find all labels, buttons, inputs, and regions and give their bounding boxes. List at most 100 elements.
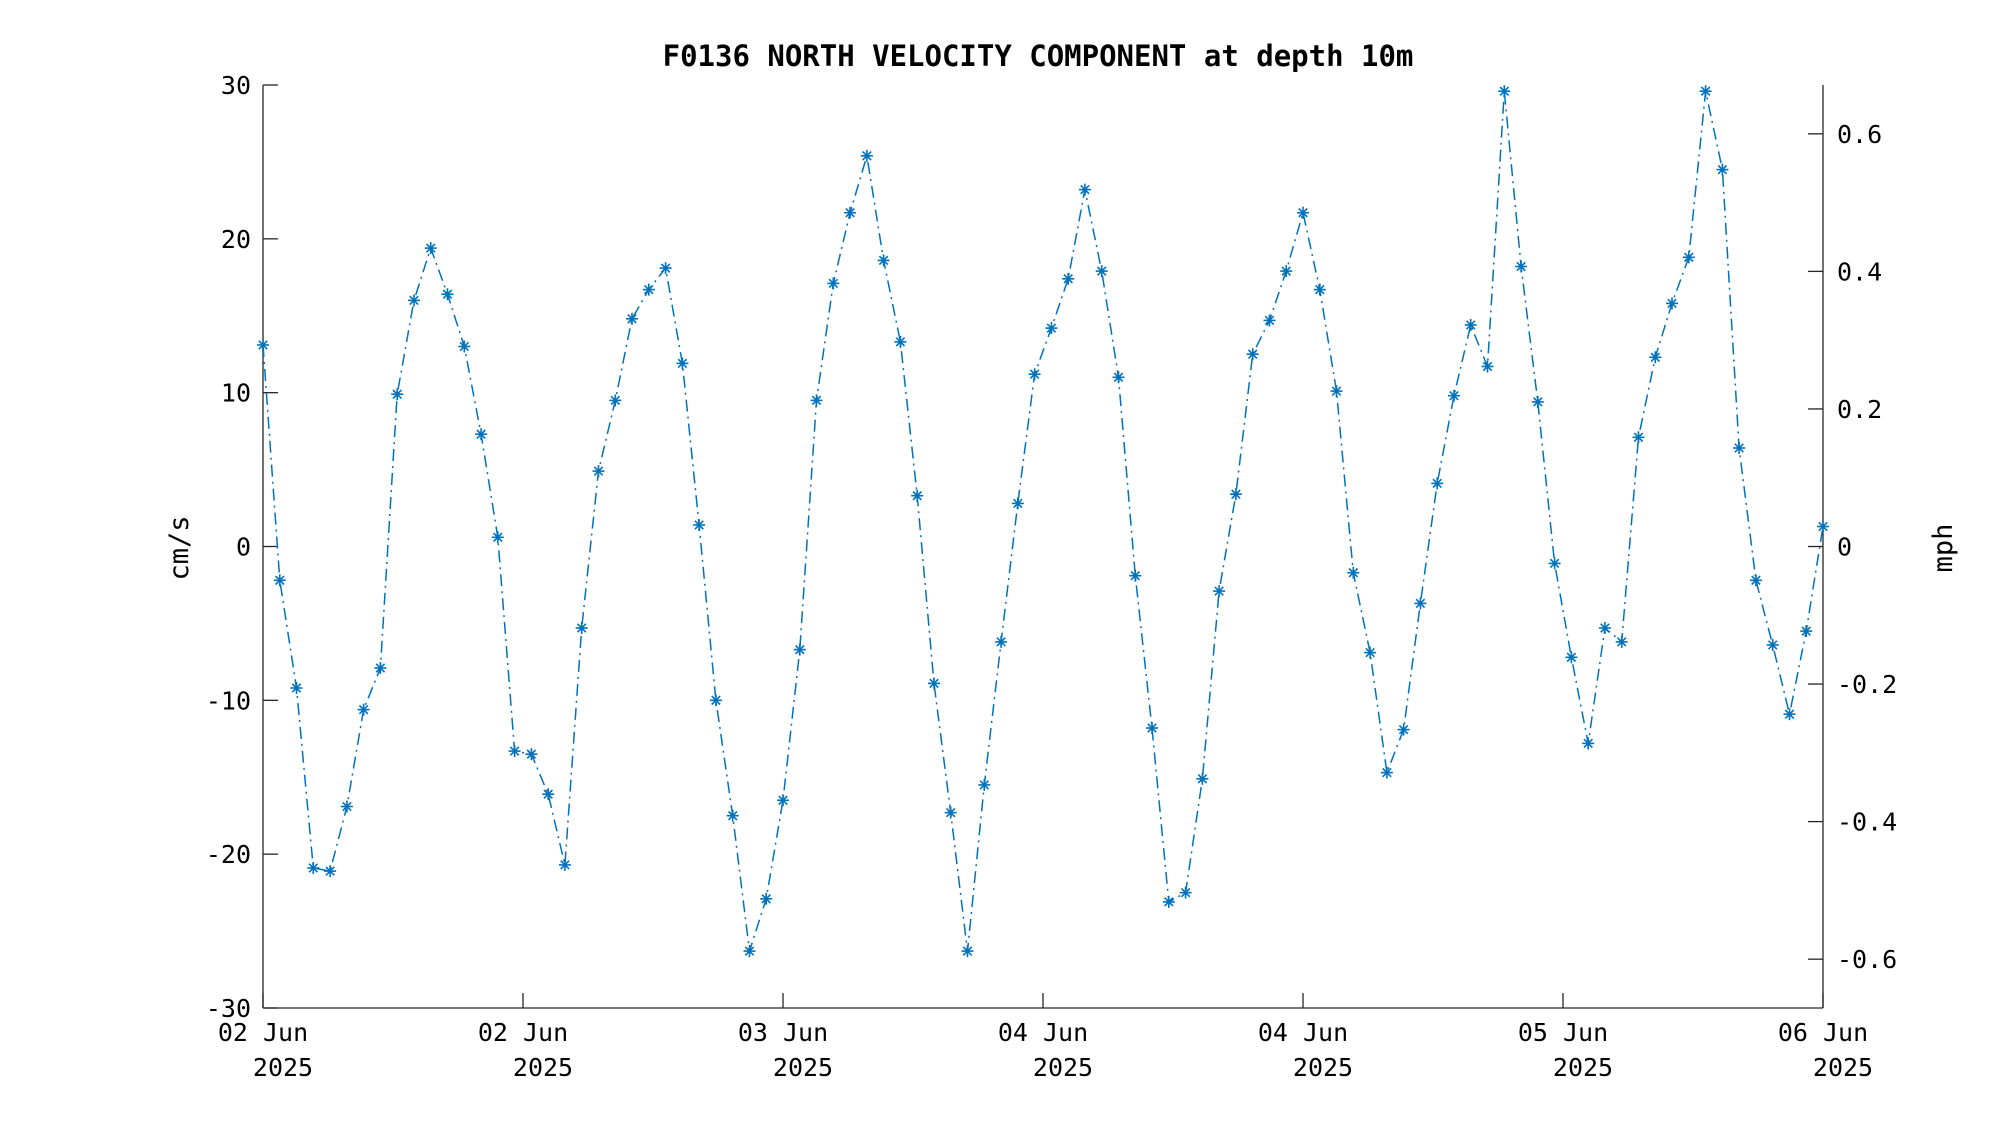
data-point [1297,206,1309,219]
data-point [1464,319,1477,331]
data-point [659,262,672,275]
x-tick-year-label: 2025 [773,1053,833,1082]
x-tick-year-label: 2025 [513,1053,573,1082]
x-tick-label: 04 Jun [1258,1018,1348,1047]
data-point [1129,569,1142,582]
data-point [441,288,454,301]
data-point [273,574,286,587]
data-point [609,394,622,407]
x-tick-year-label: 2025 [253,1053,313,1082]
data-point [1431,477,1444,490]
data-point [1330,385,1343,398]
data-point [1112,371,1125,384]
data-point [1196,772,1209,785]
data-point [777,794,789,807]
data-point [1498,85,1511,98]
y-tick-label: 10 [221,379,251,408]
y-tick-label: 30 [221,71,251,100]
data-point [1313,283,1326,296]
data-point [928,677,940,690]
data-point [558,858,571,871]
y2-tick-label: 0.2 [1837,395,1882,424]
data-point [391,388,404,401]
y2-tick-label: 0 [1837,533,1852,562]
x-tick-label: 06 Jun [1778,1018,1868,1047]
data-point [1783,708,1796,721]
data-point [1179,886,1192,899]
y2-tick-label: -0.6 [1837,945,1897,974]
data-point [508,745,521,758]
plot-area [257,85,1829,958]
data-point [877,254,890,267]
data-point [1716,163,1729,176]
data-point [676,357,689,370]
data-point [1548,557,1561,570]
data-point [525,748,538,761]
data-point [1229,488,1242,501]
data-point [1095,265,1108,278]
data-point [542,788,555,801]
data-point [642,283,655,296]
data-point [693,519,706,531]
data-point [1582,737,1595,750]
data-point [911,489,924,502]
data-point [995,635,1008,648]
x-tick-year-label: 2025 [1293,1053,1353,1082]
data-point [340,800,353,813]
data-point [1380,766,1393,779]
x-tick-label: 03 Jun [738,1018,828,1047]
data-point [810,394,823,407]
data-point [1146,722,1158,734]
data-point [1213,585,1226,598]
data-point [978,778,991,791]
data-point [1347,566,1360,579]
data-point [1699,85,1712,98]
y2-tick-label: 0.4 [1837,257,1882,286]
data-point [357,703,370,716]
y-tick-label: -30 [206,994,251,1023]
data-point [1733,442,1746,454]
data-point [1749,574,1762,587]
data-point [491,531,504,544]
y2-tick-label: -0.2 [1837,670,1897,699]
x-tick-label: 02 Jun [218,1018,308,1047]
data-point [1817,520,1829,533]
y-tick-label: 20 [221,225,251,254]
data-point [1078,183,1091,196]
data-point [1481,360,1494,373]
data-point [1531,395,1544,408]
data-point [726,809,739,822]
data-point [1448,389,1460,402]
data-point [1162,895,1175,908]
data-point [709,694,722,707]
data-point [1565,651,1578,664]
data-point [1414,597,1427,610]
data-point [1515,260,1528,273]
x-tick-label: 02 Jun [478,1018,568,1047]
data-point [827,277,840,290]
data-point [408,294,420,307]
data-point [257,339,269,351]
data-point [324,865,337,878]
data-point [290,682,303,694]
data-point [475,428,488,441]
data-point [894,335,907,348]
data-point [961,945,974,958]
y2-axis-label: mph [1928,524,1959,573]
data-point [1364,646,1377,659]
axes: 30 20 10 0 -10 -20 -30 0.6 0.4 0.2 0 -0.2 -0.4 -0.6 02… [206,71,1897,1082]
data-point [743,945,756,958]
y-tick-label: -20 [206,840,251,869]
data-point [1766,639,1779,651]
data-point [575,622,588,634]
data-point [1062,272,1075,285]
x-tick-year-label: 2025 [1553,1053,1613,1082]
data-point [626,312,638,325]
series-line [262,91,1824,952]
y2-tick-label: 0.6 [1837,120,1882,149]
y-axis-label: cm/s [164,515,195,580]
data-point [860,149,873,162]
y-tick-label: -10 [206,686,251,715]
x-tick-label: 04 Jun [998,1018,1088,1047]
data-point [1028,368,1041,381]
